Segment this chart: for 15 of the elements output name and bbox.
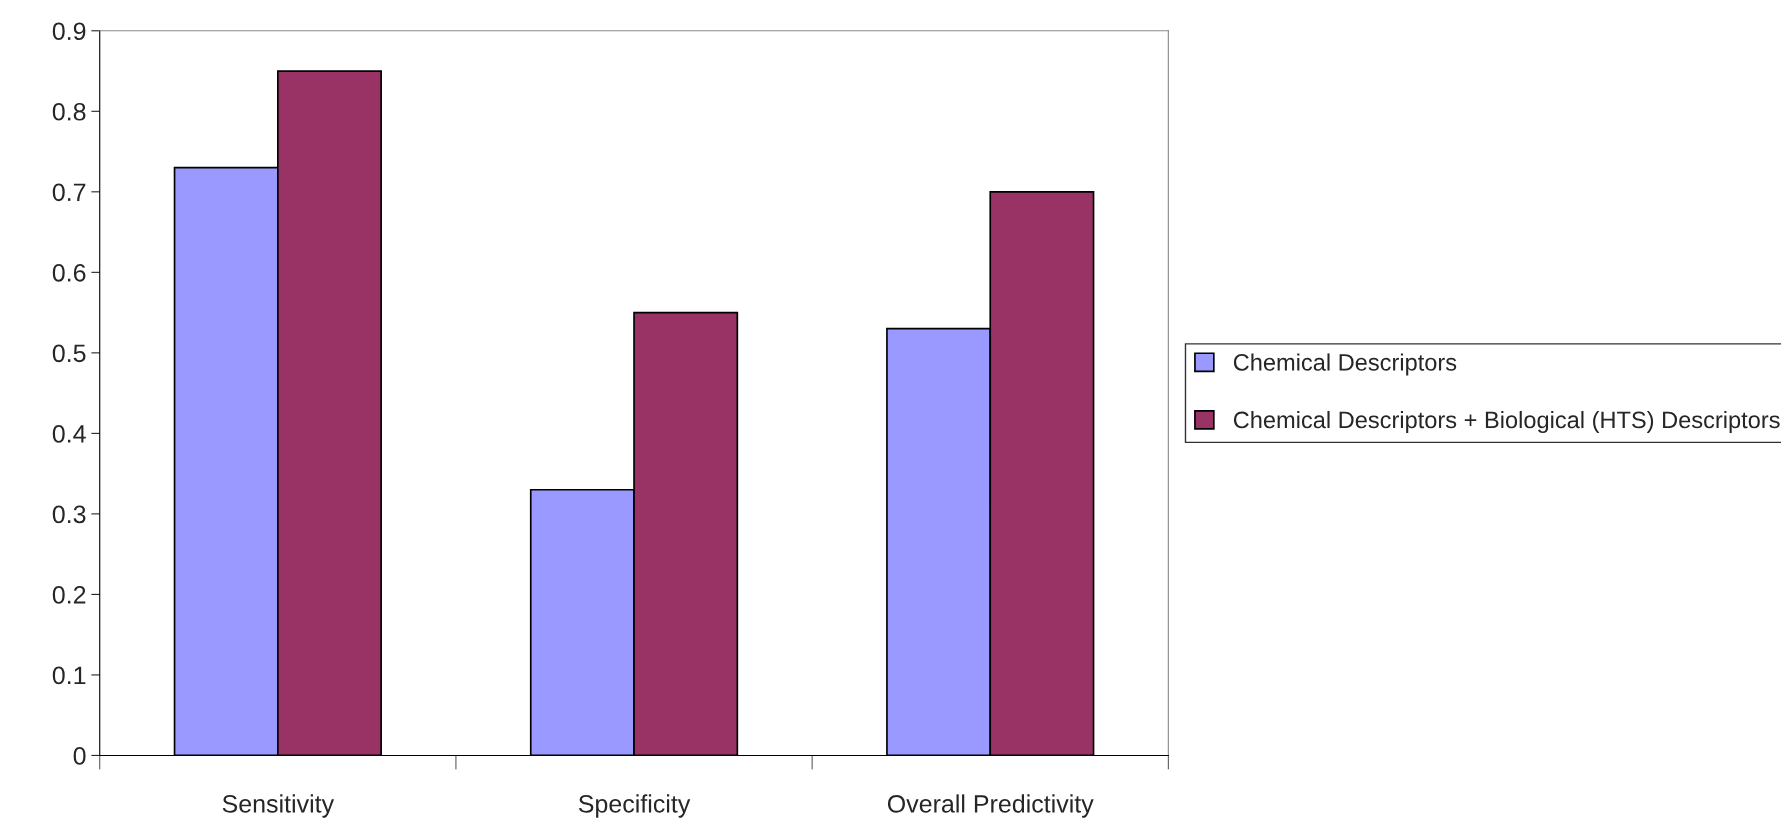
legend-label: Chemical Descriptors	[1233, 353, 1457, 376]
y-tick-label: 0.6	[52, 263, 86, 282]
legend-label: Chemical Descriptors + Biological (HTS) Descriptors	[1233, 410, 1780, 433]
y-tick-label: 0.9	[52, 22, 86, 41]
y-tick-label: 0.3	[52, 505, 86, 524]
y-tick-label: 0.2	[52, 586, 86, 604]
y-tick-label: 0.7	[52, 183, 86, 202]
y-tick-label: 0.5	[52, 344, 86, 363]
y-tick-label: 0.8	[52, 102, 86, 121]
y-tick-label: 0.1	[52, 666, 86, 685]
y-tick-label: 0	[73, 747, 86, 765]
x-tick-label: Specificity	[578, 794, 691, 818]
x-tick-label: Sensitivity	[222, 794, 335, 818]
x-tick-label: Overall Predictivity	[887, 794, 1094, 818]
y-tick-label: 0.4	[52, 424, 86, 443]
